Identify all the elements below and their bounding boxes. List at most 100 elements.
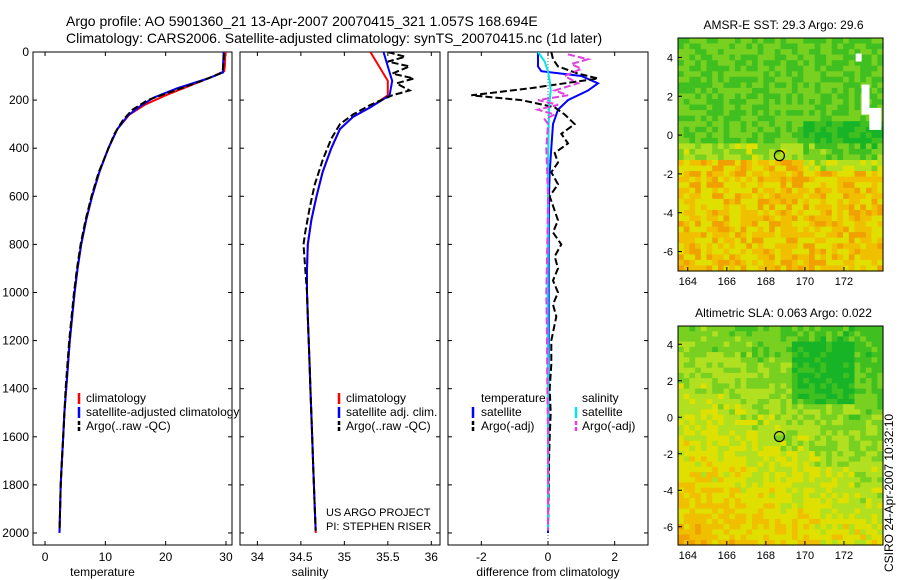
map-cell [814, 529, 821, 536]
map-cell [769, 121, 776, 128]
map-cell [820, 154, 827, 161]
map-cell [831, 160, 839, 167]
map-cell [860, 430, 867, 437]
map-cell [774, 210, 782, 217]
map-cell [803, 336, 810, 343]
map-cell [803, 254, 810, 261]
map-cell [723, 143, 730, 150]
map-cell [843, 472, 850, 478]
map-cell [695, 99, 702, 106]
map-cell [683, 372, 690, 379]
map-cell [837, 383, 844, 390]
map-cell [854, 341, 861, 348]
map-cell [837, 388, 844, 395]
map-cell [717, 534, 725, 541]
map-cell [763, 115, 770, 122]
map-cell [831, 210, 839, 217]
map-cell [734, 414, 742, 421]
map-cell [786, 232, 793, 239]
map-cell [854, 498, 861, 504]
map-cell [780, 414, 787, 421]
map-cell [683, 254, 690, 261]
map-cell [843, 143, 850, 150]
map-cell [820, 352, 827, 358]
map-cell [769, 326, 776, 332]
map-cell [791, 226, 799, 233]
map-cell [769, 440, 776, 447]
map-cell [854, 414, 861, 421]
map-cell [837, 367, 844, 374]
map-cell [786, 487, 793, 494]
map-cell [683, 215, 690, 222]
map-cell [814, 171, 821, 178]
map-cell [871, 248, 878, 255]
map-cell [734, 265, 742, 272]
map-cell [797, 346, 804, 353]
map-cell [689, 451, 696, 457]
map-cell [678, 346, 685, 353]
map-cell [695, 487, 702, 494]
map-cell [780, 440, 787, 447]
map-cell [746, 43, 753, 50]
map-cell [826, 419, 833, 426]
map-cell [734, 149, 742, 156]
map-cell [746, 60, 753, 67]
map-cell [740, 472, 747, 478]
map-cell [769, 492, 776, 499]
map-cell [871, 461, 878, 468]
map-cell [712, 143, 719, 150]
map-cell [683, 265, 690, 272]
map-cell [803, 414, 810, 421]
map-cell [814, 160, 821, 167]
map-cell [854, 265, 861, 272]
map-cell [729, 248, 736, 255]
map-cell [860, 171, 867, 178]
map-cell [689, 466, 696, 473]
map-cell [689, 149, 696, 156]
map-cell [734, 539, 742, 546]
map-cell [860, 232, 867, 239]
map-cell [689, 187, 696, 194]
map-cell [854, 259, 861, 266]
map-cell [757, 93, 764, 100]
map-cell [826, 466, 833, 473]
map-cell [763, 487, 770, 494]
map-cell [780, 210, 787, 217]
map-cell [780, 226, 787, 233]
map-cell [877, 171, 884, 178]
map-cell [752, 378, 759, 384]
map-cell [729, 388, 736, 395]
map-cell [712, 498, 719, 504]
map-cell [757, 529, 764, 536]
map-cell [769, 38, 776, 45]
map-cell [797, 265, 804, 272]
map-cell [877, 513, 884, 520]
map-cell [774, 498, 782, 504]
map-cell [820, 232, 827, 239]
map-cell [865, 132, 873, 139]
map-cell [695, 104, 702, 111]
map-cell [803, 165, 810, 172]
map-cell [740, 182, 747, 189]
map-cell [700, 414, 708, 421]
map-cell [826, 87, 833, 94]
map-cell [723, 154, 730, 161]
map-cell [837, 472, 844, 478]
map-cell [769, 487, 776, 494]
map-cell [740, 221, 747, 228]
map-cell [865, 259, 873, 266]
map-cell [809, 243, 816, 250]
map-cell [803, 76, 810, 83]
map-cell [757, 498, 764, 504]
map-cell [831, 362, 839, 369]
map-cell [786, 498, 793, 504]
map-cell [752, 126, 759, 133]
map-cell [809, 193, 816, 200]
map-cell [683, 326, 690, 332]
map-cell [723, 383, 730, 390]
map-cell [843, 393, 850, 400]
map-cell [752, 466, 759, 473]
map-cell [746, 435, 753, 442]
map-cell [763, 60, 770, 67]
map-cell [746, 210, 753, 217]
